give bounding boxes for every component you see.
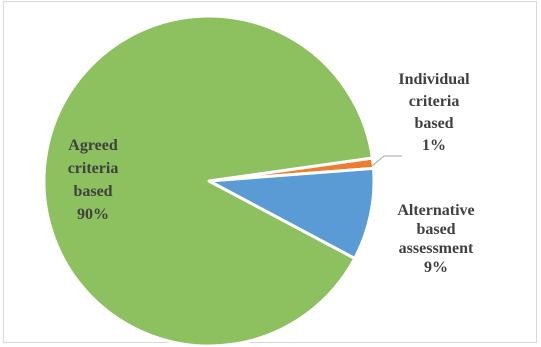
pie-slice-agreed-criteria-based <box>42 14 374 347</box>
data-label-line: based <box>414 115 453 132</box>
data-label-line: 90% <box>77 206 109 223</box>
leader-line <box>371 155 402 167</box>
pie-slices <box>42 14 376 347</box>
data-label-line: based <box>416 221 455 238</box>
data-label-line: Alternative <box>397 202 474 219</box>
data-label-line: 9% <box>424 259 448 276</box>
data-label-alternative-based-assessment: Alternative based assessment 9% <box>397 202 474 276</box>
data-label-agreed-criteria-based: Agreed criteria based 90% <box>68 137 119 223</box>
data-label-line: Agreed <box>68 137 118 154</box>
data-label-line: criteria <box>68 160 119 177</box>
data-label-line: criteria <box>409 93 460 110</box>
pie-labels: Individual criteria based 1% Alternative base… <box>68 71 475 276</box>
data-label-individual-criteria-based: Individual criteria based 1% <box>398 71 470 154</box>
data-label-line: assessment <box>399 240 474 257</box>
data-label-line: based <box>73 183 112 200</box>
pie-slice-alternative-based-assessment <box>207 166 376 260</box>
data-label-line: 1% <box>422 137 446 154</box>
data-label-line: Individual <box>398 71 470 88</box>
